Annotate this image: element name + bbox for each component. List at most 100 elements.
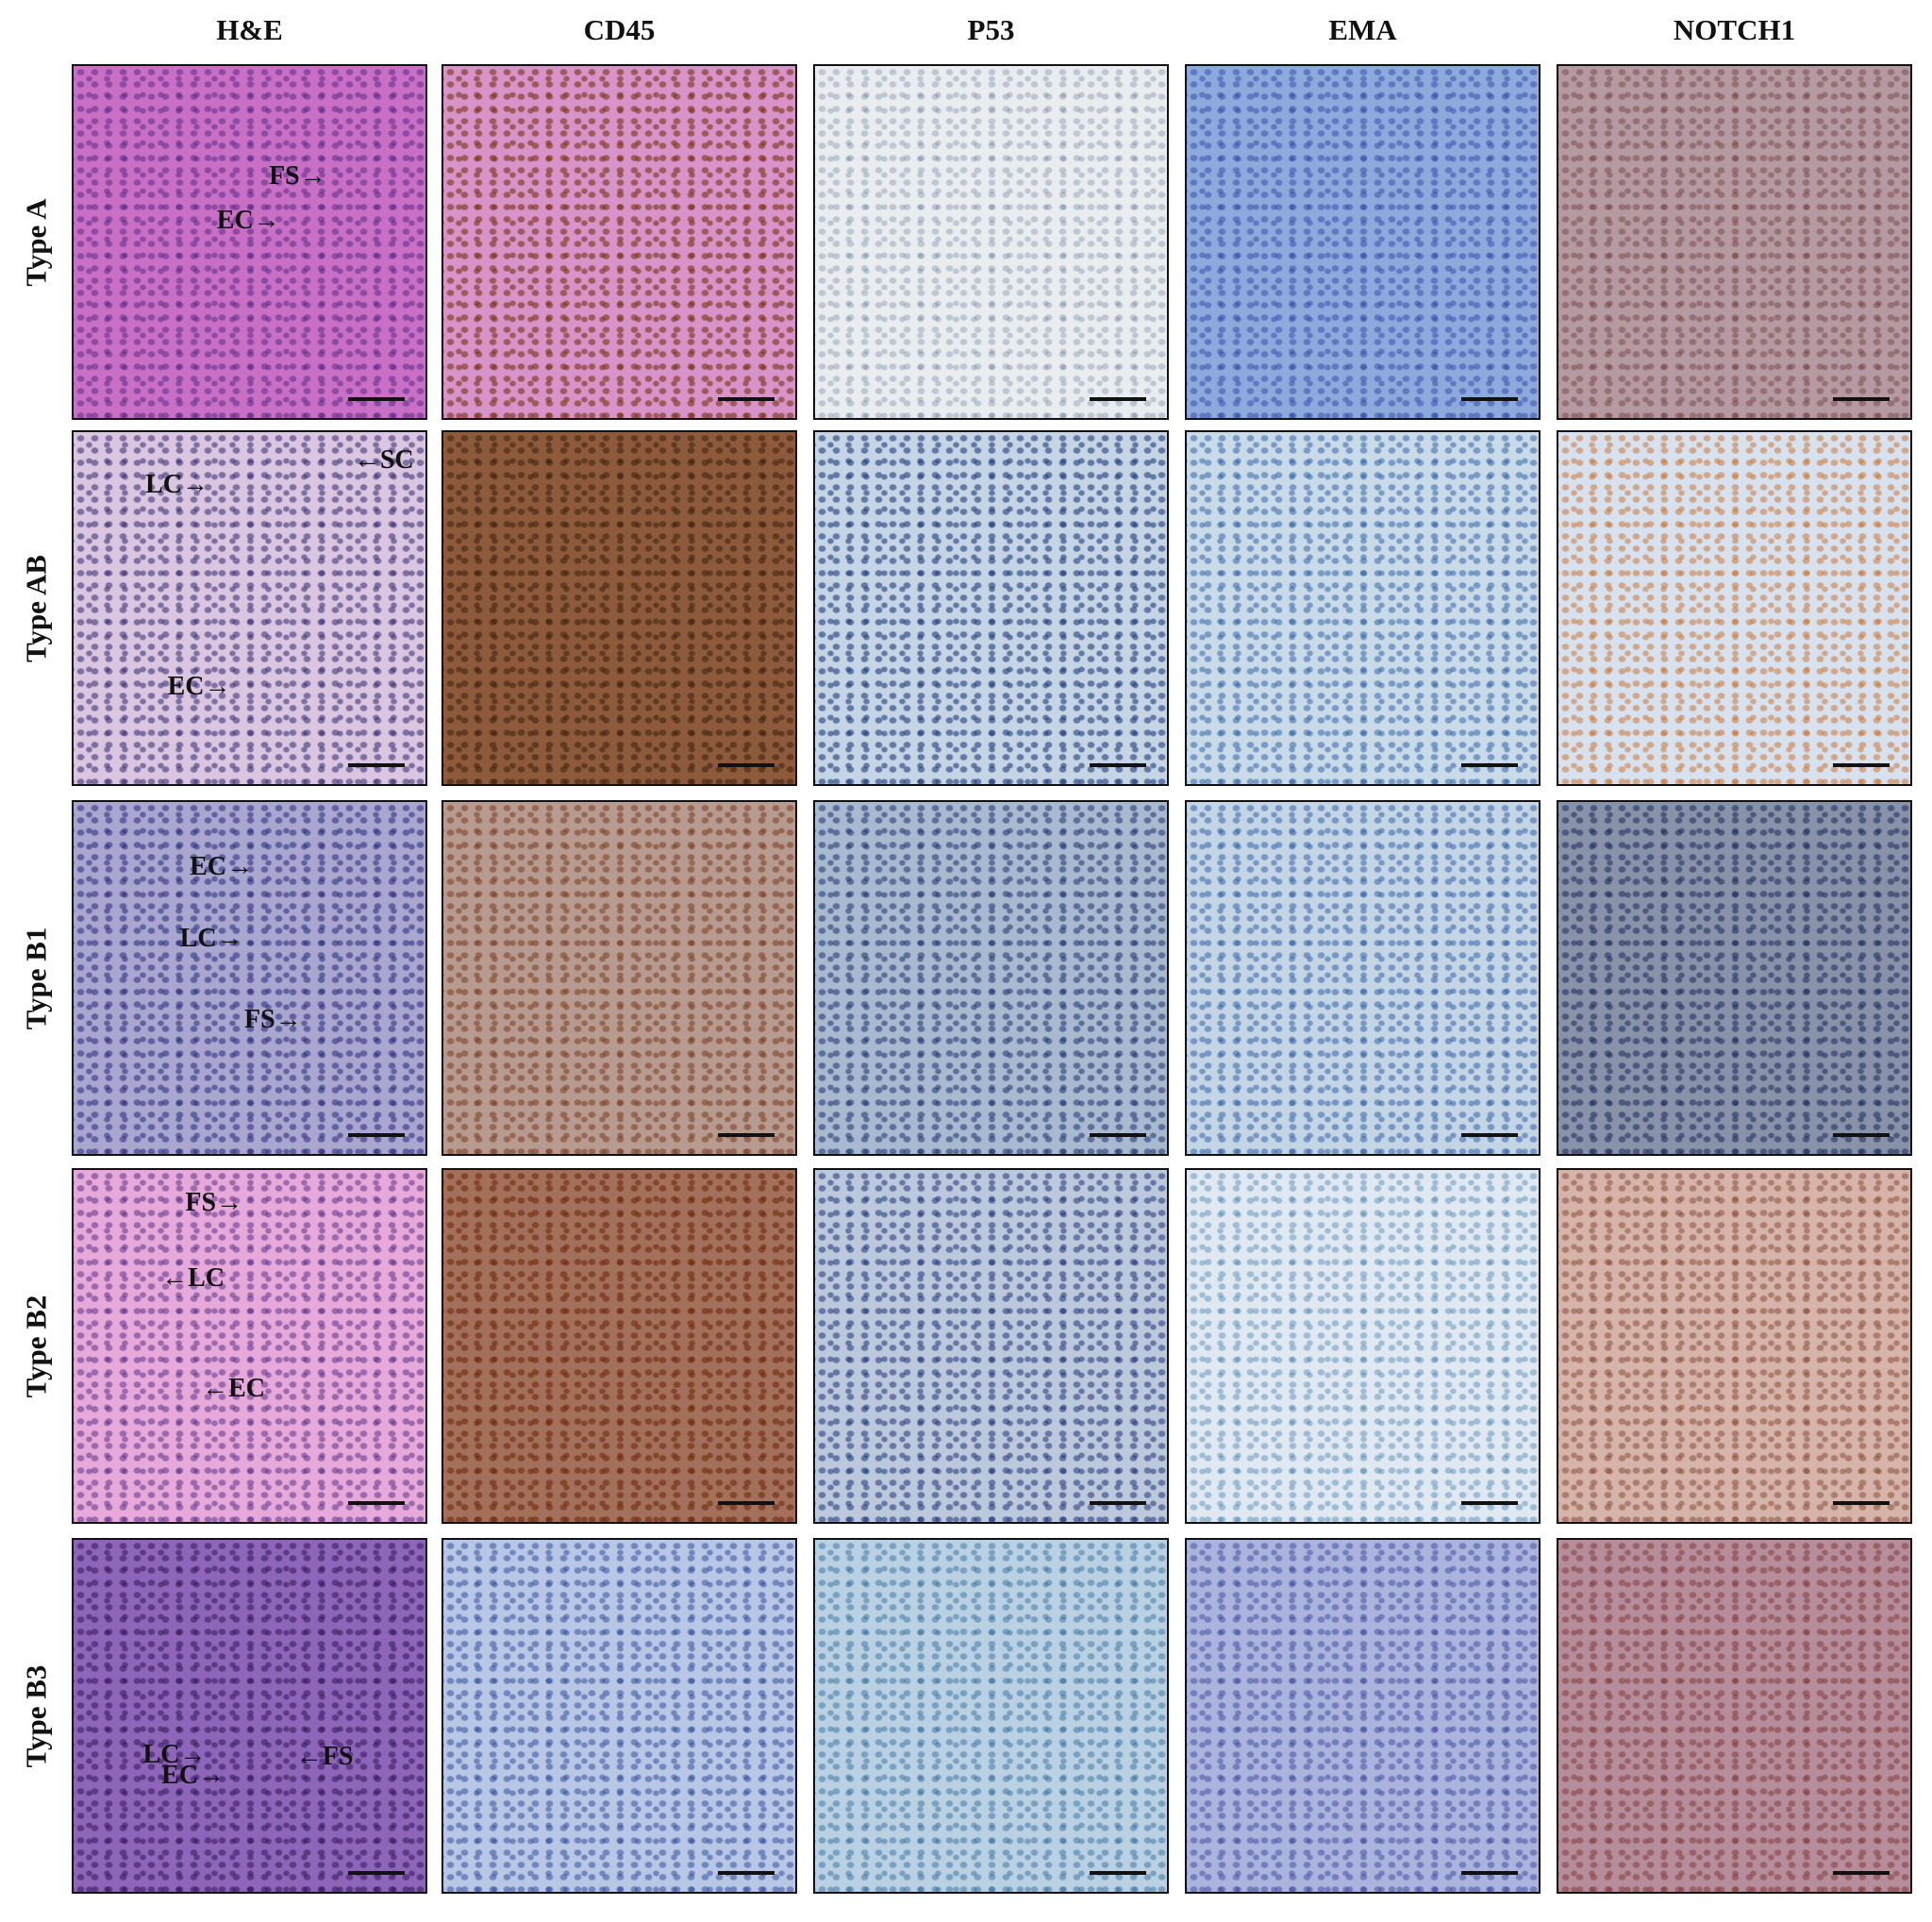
cell-annotation: LC→ bbox=[179, 923, 243, 953]
micrograph-panel bbox=[813, 1168, 1169, 1524]
micrograph-panel: FS→ ←LC ←EC bbox=[72, 1168, 427, 1524]
cell-annotation: LC→ bbox=[142, 1740, 207, 1770]
scale-bar bbox=[1461, 1871, 1518, 1875]
tissue-texture bbox=[1558, 1540, 1910, 1892]
micrograph-panel bbox=[1185, 1538, 1541, 1894]
micrograph-panel bbox=[1557, 64, 1912, 420]
scale-bar bbox=[1461, 397, 1518, 401]
micrograph-panel bbox=[1557, 800, 1912, 1156]
micrograph-panel bbox=[1557, 430, 1912, 786]
scale-bar bbox=[1461, 763, 1518, 767]
micrograph-panel bbox=[1185, 430, 1541, 786]
scale-bar bbox=[1833, 1871, 1890, 1875]
tissue-texture bbox=[74, 802, 425, 1154]
micrograph-panel bbox=[1185, 800, 1541, 1156]
cell-annotation: FS→ bbox=[269, 161, 326, 192]
micrograph-panel bbox=[441, 1538, 797, 1894]
micrograph-panel: LC→ ←SC EC→ bbox=[72, 430, 427, 786]
micrograph-panel bbox=[1557, 1538, 1912, 1894]
tissue-texture bbox=[74, 66, 425, 418]
row-label: Type B3 bbox=[19, 1664, 52, 1767]
tissue-texture bbox=[1187, 432, 1539, 784]
scale-bar bbox=[1461, 1133, 1518, 1137]
scale-bar bbox=[348, 1133, 405, 1137]
tissue-texture bbox=[1558, 1170, 1910, 1522]
tissue-texture bbox=[443, 432, 795, 784]
scale-bar bbox=[348, 1871, 405, 1875]
micrograph-panel bbox=[813, 1538, 1169, 1894]
micrograph-panel bbox=[1557, 1168, 1912, 1524]
scale-bar bbox=[1090, 763, 1146, 767]
micrograph-panel: FS→ EC→ bbox=[72, 64, 427, 420]
micrograph-panel bbox=[441, 64, 797, 420]
column-header: EMA bbox=[1328, 13, 1397, 46]
tissue-texture bbox=[815, 1170, 1167, 1522]
cell-annotation: EC→ bbox=[190, 852, 253, 882]
row-label: Type A bbox=[19, 197, 52, 287]
scale-bar bbox=[718, 1501, 774, 1505]
scale-bar bbox=[718, 763, 774, 767]
tissue-texture bbox=[74, 1540, 425, 1892]
scale-bar bbox=[718, 1133, 774, 1137]
scale-bar bbox=[1833, 1133, 1890, 1137]
tissue-texture bbox=[1558, 802, 1910, 1154]
column-header: P53 bbox=[967, 13, 1015, 46]
cell-annotation: FS→ bbox=[243, 1004, 302, 1034]
column-header: H&E bbox=[216, 13, 283, 46]
cell-annotation: ←EC bbox=[202, 1374, 266, 1404]
cell-annotation: EC→ bbox=[167, 672, 231, 702]
scale-bar bbox=[348, 397, 405, 401]
tissue-texture bbox=[1187, 66, 1539, 418]
tissue-texture bbox=[443, 66, 795, 418]
scale-bar bbox=[718, 397, 774, 401]
tissue-texture bbox=[443, 1170, 795, 1522]
micrograph-panel bbox=[441, 800, 797, 1156]
micrograph-panel bbox=[1185, 64, 1541, 420]
row-label: Type B1 bbox=[19, 927, 52, 1029]
row-label: Type B2 bbox=[19, 1295, 52, 1397]
micrograph-panel bbox=[1185, 1168, 1541, 1524]
scale-bar bbox=[1833, 763, 1890, 767]
scale-bar bbox=[1090, 1871, 1146, 1875]
column-header: CD45 bbox=[583, 13, 656, 46]
scale-bar bbox=[1833, 397, 1890, 401]
micrograph-panel bbox=[813, 64, 1169, 420]
tissue-texture bbox=[74, 432, 425, 784]
cell-annotation: LC→ bbox=[145, 470, 209, 500]
tissue-texture bbox=[443, 802, 795, 1154]
scale-bar bbox=[1090, 1501, 1146, 1505]
cell-annotation: FS→ bbox=[185, 1188, 243, 1218]
row-label: Type AB bbox=[19, 554, 52, 662]
cell-annotation: ←FS bbox=[295, 1741, 354, 1771]
micrograph-panel bbox=[813, 800, 1169, 1156]
scale-bar bbox=[1461, 1501, 1518, 1505]
tissue-texture bbox=[1187, 802, 1539, 1154]
micrograph-panel bbox=[441, 1168, 797, 1524]
scale-bar bbox=[348, 763, 405, 767]
cell-annotation: ←LC bbox=[161, 1262, 225, 1293]
scale-bar bbox=[1833, 1501, 1890, 1505]
tissue-texture bbox=[1187, 1170, 1539, 1522]
tissue-texture bbox=[815, 66, 1167, 418]
tissue-texture bbox=[443, 1540, 795, 1892]
tissue-texture bbox=[815, 1540, 1167, 1892]
cell-annotation: EC→ bbox=[161, 1761, 225, 1791]
scale-bar bbox=[1090, 1133, 1146, 1137]
scale-bar bbox=[348, 1501, 405, 1505]
cell-annotation: EC→ bbox=[216, 206, 280, 236]
tissue-texture bbox=[1558, 66, 1910, 418]
micrograph-panel: EC→ LC→ FS→ bbox=[72, 800, 427, 1156]
scale-bar bbox=[1090, 397, 1146, 401]
micrograph-panel bbox=[441, 430, 797, 786]
tissue-texture bbox=[1558, 432, 1910, 784]
tissue-texture bbox=[1187, 1540, 1539, 1892]
tissue-texture bbox=[74, 1170, 425, 1522]
micrograph-panel: LC→ EC→ ←FS bbox=[72, 1538, 427, 1894]
scale-bar bbox=[718, 1871, 774, 1875]
cell-annotation: ←SC bbox=[353, 445, 414, 475]
micrograph-panel bbox=[813, 430, 1169, 786]
tissue-texture bbox=[815, 432, 1167, 784]
tissue-texture bbox=[815, 802, 1167, 1154]
column-header: NOTCH1 bbox=[1673, 13, 1796, 46]
